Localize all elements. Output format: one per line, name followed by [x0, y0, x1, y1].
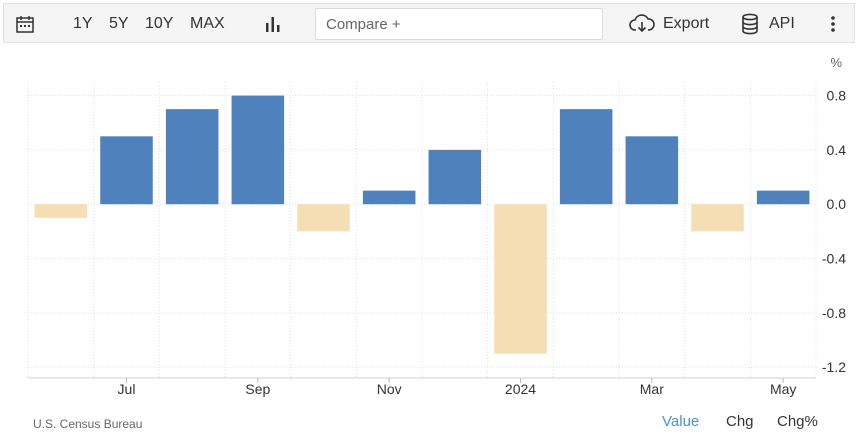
more-options-icon[interactable] — [830, 4, 836, 44]
x-tick-label: May — [770, 381, 796, 397]
bar-jul — [100, 136, 153, 205]
bar-sep — [231, 95, 285, 205]
bar-may — [756, 190, 810, 205]
view-chg-pct-button[interactable]: Chg% — [777, 413, 818, 430]
range-10y-button[interactable]: 10Y — [145, 15, 174, 32]
bar-aug — [165, 109, 219, 205]
x-tick-label: Jul — [118, 381, 136, 397]
cloud-download-icon — [629, 14, 655, 33]
x-tick-label: Nov — [377, 381, 402, 397]
bar-mar — [625, 136, 679, 205]
x-tick-label: Sep — [245, 381, 270, 397]
calendar-icon[interactable] — [15, 4, 35, 44]
database-icon — [742, 13, 758, 35]
y-tick-label: 0.0 — [827, 196, 847, 212]
bar-jun — [34, 204, 88, 218]
compare-input[interactable] — [315, 8, 603, 40]
chart-toolbar: 1Y 5Y 10Y MAX Export API — [3, 3, 855, 43]
api-button[interactable]: API — [741, 4, 795, 44]
y-tick-label: -1.2 — [822, 359, 846, 375]
bar-feb — [559, 109, 613, 205]
y-tick-label: -0.4 — [822, 251, 846, 267]
y-tick-label: 0.4 — [827, 142, 847, 158]
range-max-button[interactable]: MAX — [190, 15, 225, 32]
bar-2024 — [494, 204, 547, 354]
bar-apr — [691, 204, 744, 232]
export-button[interactable]: Export — [629, 4, 709, 44]
range-5y-button[interactable]: 5Y — [109, 15, 129, 32]
view-chg-button[interactable]: Chg — [726, 413, 754, 430]
x-tick-label: Mar — [640, 381, 664, 397]
y-tick-label: 0.8 — [827, 88, 847, 104]
unit-label: % — [830, 55, 842, 70]
bar-oct — [297, 204, 350, 232]
data-source: U.S. Census Bureau — [33, 417, 143, 431]
bar-nov — [362, 190, 416, 205]
export-label: Export — [663, 15, 710, 32]
range-1y-button[interactable]: 1Y — [73, 15, 93, 32]
bar-dec — [428, 149, 482, 205]
chart-type-icon[interactable] — [264, 4, 282, 44]
api-label: API — [769, 15, 795, 32]
x-tick-label: 2024 — [505, 381, 536, 397]
y-tick-label: -0.8 — [822, 305, 846, 321]
view-value-button[interactable]: Value — [662, 413, 700, 430]
